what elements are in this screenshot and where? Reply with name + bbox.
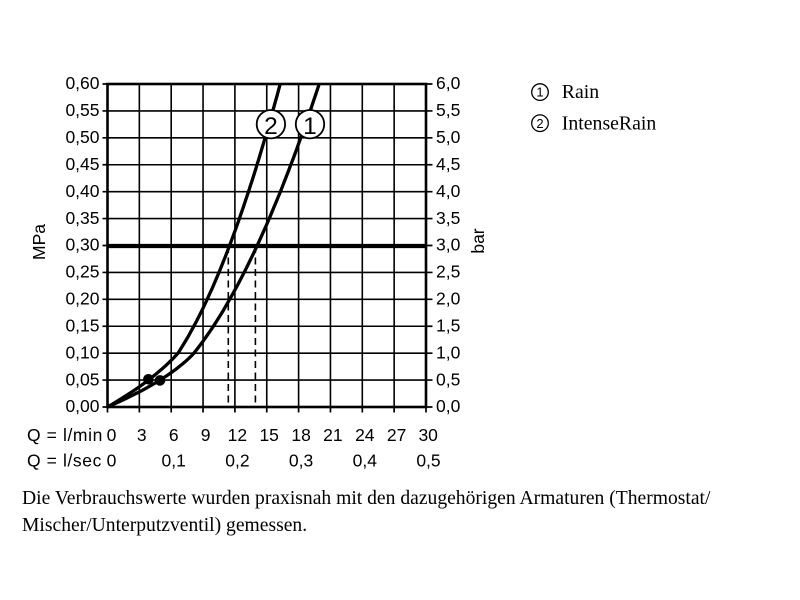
svg-text:18: 18: [291, 425, 310, 445]
svg-text:3,5: 3,5: [436, 208, 460, 228]
svg-text:IntenseRain: IntenseRain: [562, 112, 657, 134]
svg-text:0,10: 0,10: [65, 342, 99, 362]
svg-text:0,60: 0,60: [65, 73, 99, 93]
svg-text:0: 0: [107, 451, 117, 471]
svg-text:2: 2: [536, 116, 543, 131]
svg-text:0,05: 0,05: [65, 369, 99, 389]
svg-text:0,50: 0,50: [65, 127, 99, 147]
svg-text:Q = l/min: Q = l/min: [27, 425, 103, 445]
svg-text:2: 2: [264, 113, 278, 140]
svg-text:24: 24: [355, 425, 375, 445]
svg-text:0,5: 0,5: [416, 451, 440, 471]
svg-text:3,0: 3,0: [436, 235, 461, 255]
svg-text:5,0: 5,0: [436, 127, 461, 147]
svg-text:1: 1: [303, 113, 317, 140]
svg-text:4,5: 4,5: [436, 154, 460, 174]
svg-text:6: 6: [169, 425, 179, 445]
svg-text:MPa: MPa: [29, 224, 49, 260]
svg-text:0,15: 0,15: [65, 315, 99, 335]
svg-text:0,25: 0,25: [65, 262, 99, 282]
svg-text:0,5: 0,5: [436, 369, 460, 389]
svg-text:0,3: 0,3: [289, 451, 313, 471]
svg-text:0,0: 0,0: [436, 396, 461, 416]
svg-text:9: 9: [201, 425, 211, 445]
svg-text:0,45: 0,45: [65, 154, 99, 174]
svg-text:27: 27: [387, 425, 406, 445]
svg-text:0: 0: [107, 425, 117, 445]
svg-text:Die Verbrauchswerte wurden pra: Die Verbrauchswerte wurden praxisnah mit…: [22, 488, 711, 509]
svg-text:12: 12: [228, 425, 247, 445]
svg-text:0,30: 0,30: [65, 235, 99, 255]
svg-text:1: 1: [536, 85, 543, 100]
svg-text:4,0: 4,0: [436, 181, 461, 201]
svg-text:bar: bar: [468, 228, 488, 253]
svg-text:0,2: 0,2: [225, 451, 249, 471]
svg-text:0,40: 0,40: [65, 181, 99, 201]
svg-text:5,5: 5,5: [436, 100, 460, 120]
svg-text:3: 3: [137, 425, 147, 445]
svg-text:21: 21: [323, 425, 342, 445]
svg-text:Q = l/sec: Q = l/sec: [27, 451, 102, 471]
svg-text:2,5: 2,5: [436, 262, 460, 282]
svg-text:30: 30: [418, 425, 438, 445]
svg-text:Mischer/Unterputzventil) gemes: Mischer/Unterputzventil) gemessen.: [22, 515, 307, 536]
svg-text:Rain: Rain: [562, 81, 599, 103]
svg-text:6,0: 6,0: [436, 73, 461, 93]
svg-text:15: 15: [259, 425, 278, 445]
svg-text:0,1: 0,1: [162, 451, 186, 471]
svg-text:1,0: 1,0: [436, 342, 461, 362]
svg-text:0,35: 0,35: [65, 208, 99, 228]
svg-text:0,20: 0,20: [65, 289, 99, 309]
svg-text:0,00: 0,00: [65, 396, 99, 416]
svg-text:0,4: 0,4: [353, 451, 378, 471]
svg-text:1,5: 1,5: [436, 315, 460, 335]
svg-text:0,55: 0,55: [65, 100, 99, 120]
svg-text:2,0: 2,0: [436, 289, 461, 309]
